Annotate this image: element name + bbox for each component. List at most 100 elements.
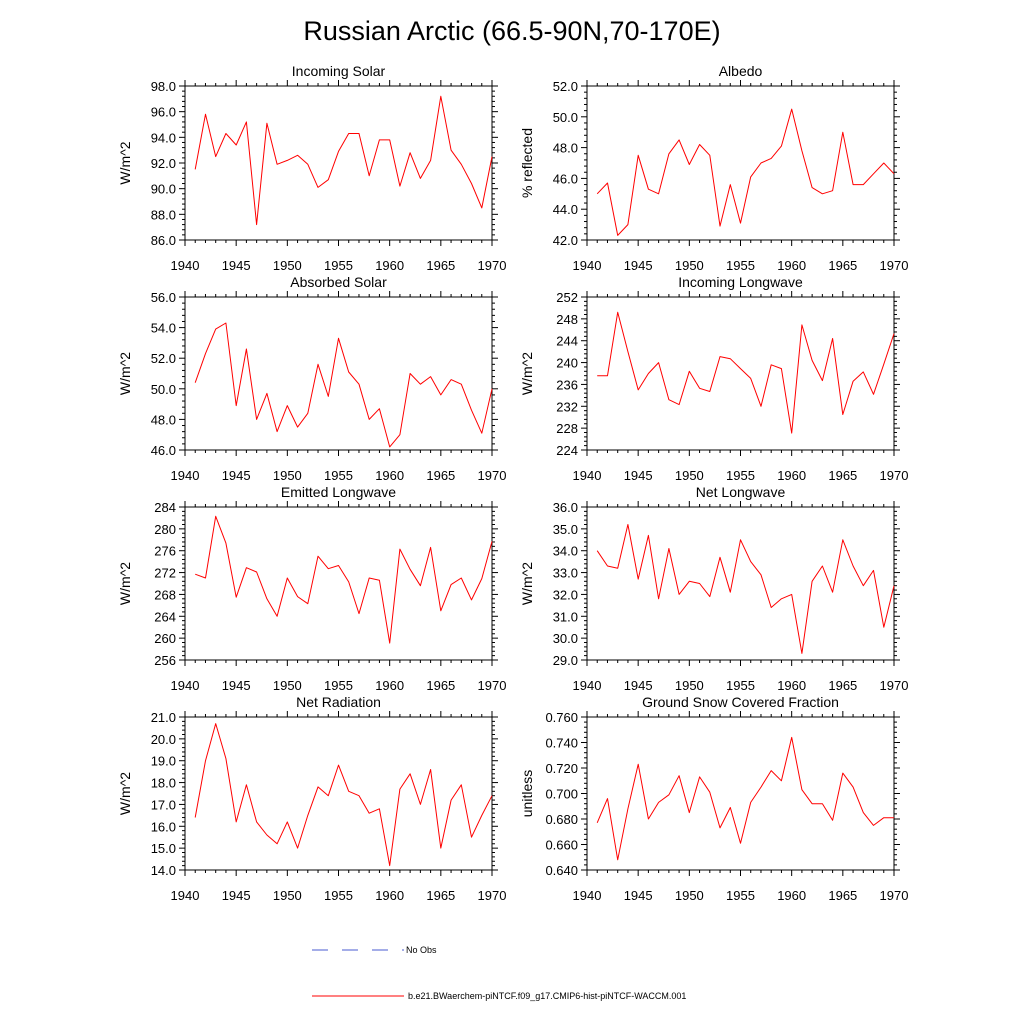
plot-frame (184, 296, 493, 451)
x-tick-label: 1960 (777, 888, 806, 903)
x-tick-label: 1945 (222, 678, 251, 693)
y-tick-label: 228 (556, 421, 578, 436)
y-axis-label: unitless (519, 770, 535, 817)
panel-1: Albedo % reflected 1940 1945 1950 1955 1960 196… (519, 63, 908, 273)
panel-title: Absorbed Solar (290, 274, 387, 290)
x-tick-label: 1955 (726, 888, 755, 903)
y-tick-label: 264 (154, 609, 176, 624)
y-tick-label: 88.0 (151, 207, 176, 222)
panel-title: Incoming Longwave (678, 274, 803, 290)
y-tick-label: 86.0 (151, 233, 176, 248)
model-series-line (194, 723, 493, 867)
x-tick-label: 1950 (675, 468, 704, 483)
x-tick-label: 1950 (273, 678, 302, 693)
y-tick-label: 0.760 (545, 710, 578, 725)
panel-title: Emitted Longwave (281, 484, 396, 500)
panel-title: Albedo (719, 63, 763, 79)
y-tick-label: 240 (556, 356, 578, 371)
model-series-line (596, 524, 895, 654)
x-tick-label: 1965 (426, 678, 455, 693)
y-tick-label: 30.0 (553, 631, 578, 646)
y-tick-label: 276 (154, 544, 176, 559)
plot-frame (586, 506, 895, 661)
panel-title: Ground Snow Covered Fraction (642, 694, 839, 710)
x-tick-label: 1945 (624, 678, 653, 693)
x-tick-label: 1950 (675, 258, 704, 273)
y-tick-label: 46.0 (151, 443, 176, 458)
y-tick-label: 19.0 (151, 754, 176, 769)
y-tick-label: 56.0 (151, 290, 176, 305)
y-tick-label: 18.0 (151, 776, 176, 791)
y-tick-label: 21.0 (151, 710, 176, 725)
x-tick-label: 1945 (624, 888, 653, 903)
y-tick-label: 31.0 (553, 609, 578, 624)
model-series-line (597, 311, 895, 434)
y-tick-label: 17.0 (151, 797, 176, 812)
y-tick-label: 52.0 (151, 351, 176, 366)
x-tick-label: 1955 (324, 678, 353, 693)
x-tick-label: 1945 (222, 888, 251, 903)
model-series-line (596, 736, 894, 861)
x-tick-label: 1965 (426, 258, 455, 273)
panel-title: Net Radiation (296, 694, 381, 710)
x-tick-label: 1955 (324, 468, 353, 483)
y-tick-label: 32.0 (553, 587, 578, 602)
y-tick-label: 0.740 (545, 736, 578, 751)
y-tick-label: 16.0 (151, 819, 176, 834)
x-tick-label: 1945 (222, 258, 251, 273)
panels: Incoming Solar W/m^2 1940 1945 1950 1955 1960 1… (117, 63, 908, 903)
model-series-line (596, 108, 895, 236)
y-tick-label: 252 (556, 290, 578, 305)
y-tick-label: 0.660 (545, 838, 578, 853)
y-tick-label: 0.680 (545, 812, 578, 827)
legend-model-label: b.e21.BWaerchem-piNTCF.f09_g17.CMIP6-his… (408, 991, 686, 1001)
x-tick-label: 1940 (171, 258, 200, 273)
y-tick-label: 260 (154, 631, 176, 646)
y-axis-label: W/m^2 (117, 141, 133, 184)
y-tick-label: 284 (154, 500, 176, 515)
figure-title: Russian Arctic (66.5-90N,70-170E) (303, 16, 720, 46)
x-tick-label: 1955 (726, 468, 755, 483)
x-tick-label: 1955 (324, 888, 353, 903)
y-tick-label: 268 (154, 587, 176, 602)
model-series-line (194, 95, 493, 226)
x-tick-label: 1955 (726, 258, 755, 273)
plot-frame (184, 85, 493, 241)
plot-frame (184, 506, 493, 661)
y-tick-label: 98.0 (151, 79, 176, 94)
x-tick-label: 1965 (426, 888, 455, 903)
x-tick-label: 1950 (273, 888, 302, 903)
x-tick-label: 1960 (375, 678, 404, 693)
panel-title: Incoming Solar (292, 63, 386, 79)
plot-frame (586, 716, 895, 871)
x-tick-label: 1960 (375, 468, 404, 483)
x-tick-label: 1940 (573, 258, 602, 273)
y-tick-label: 33.0 (553, 566, 578, 581)
y-tick-label: 29.0 (553, 653, 578, 668)
panel-6: Net Radiation W/m^2 1940 1945 1950 1955 1960 19… (117, 694, 506, 903)
x-tick-label: 1965 (828, 258, 857, 273)
panel-3: Incoming Longwave W/m^2 1940 1945 1950 1955 19… (519, 274, 908, 483)
x-tick-label: 1950 (675, 678, 704, 693)
y-tick-label: 48.0 (151, 412, 176, 427)
plot-frame (586, 296, 895, 451)
x-tick-label: 1955 (726, 678, 755, 693)
y-tick-label: 248 (556, 312, 578, 327)
x-tick-label: 1970 (478, 678, 507, 693)
panel-7: Ground Snow Covered Fraction unitless 1940… (519, 694, 908, 903)
y-tick-label: 92.0 (151, 156, 176, 171)
y-tick-label: 52.0 (553, 79, 578, 94)
plot-frame (586, 85, 895, 241)
y-tick-label: 0.640 (545, 863, 578, 878)
x-tick-label: 1970 (880, 258, 909, 273)
x-tick-label: 1960 (375, 888, 404, 903)
y-tick-label: 50.0 (151, 382, 176, 397)
model-series-line (194, 322, 493, 448)
y-tick-label: 94.0 (151, 130, 176, 145)
x-tick-label: 1965 (426, 468, 455, 483)
x-tick-label: 1960 (777, 678, 806, 693)
panel-4: Emitted Longwave W/m^2 1940 1945 1950 1955 196… (117, 484, 506, 693)
y-tick-label: 35.0 (553, 522, 578, 537)
x-tick-label: 1960 (777, 258, 806, 273)
